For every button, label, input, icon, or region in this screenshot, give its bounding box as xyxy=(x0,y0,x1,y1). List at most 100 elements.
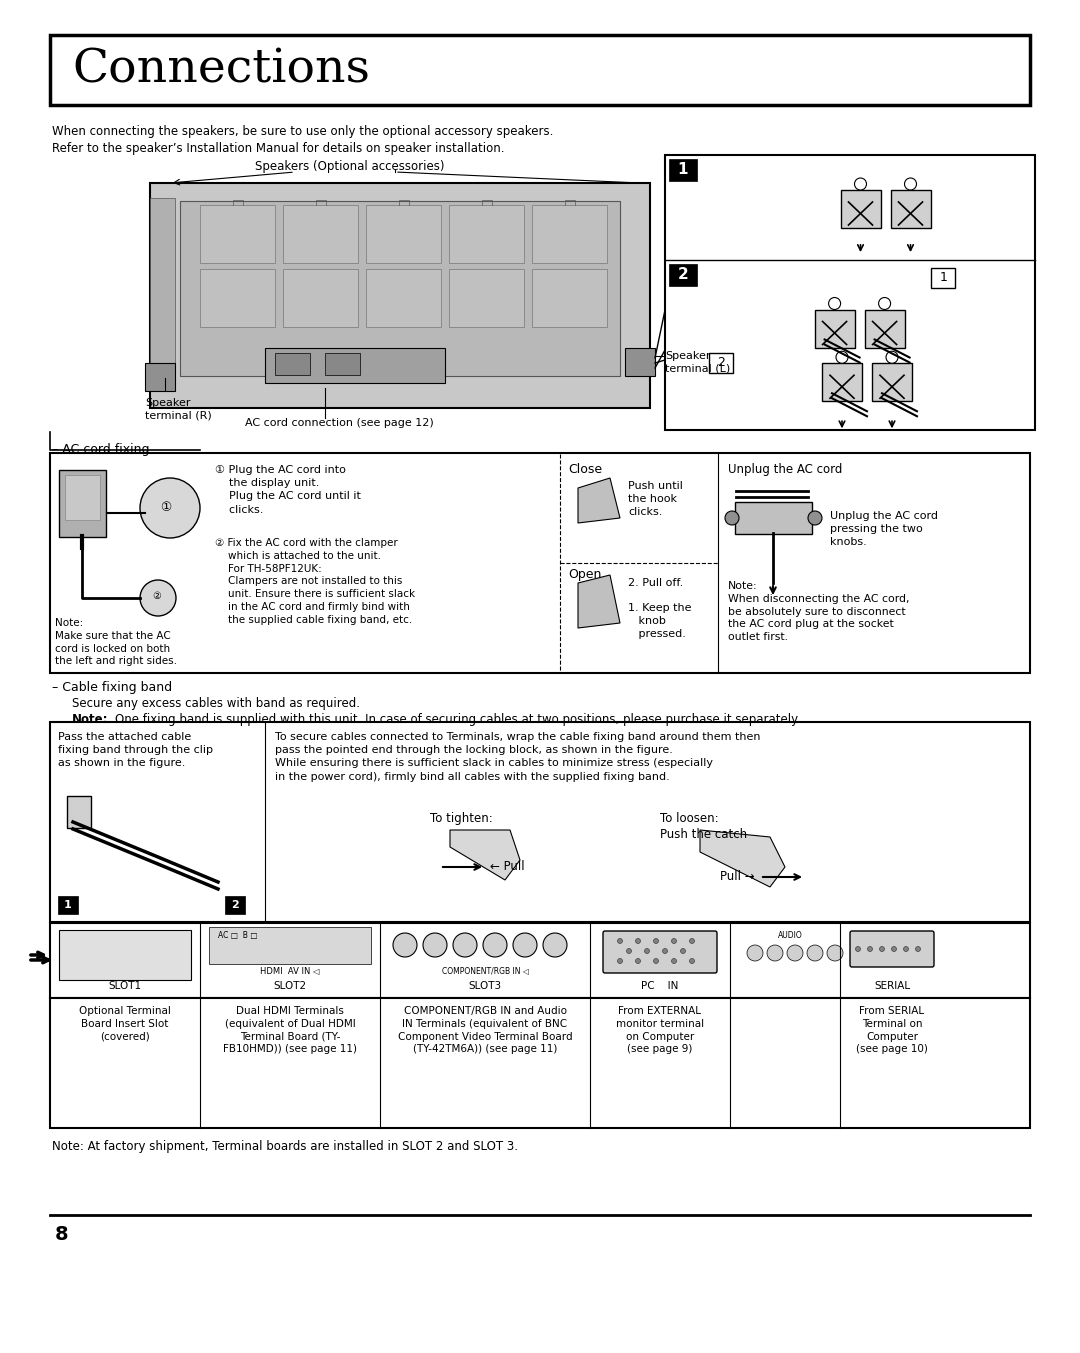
Text: 2: 2 xyxy=(677,267,688,281)
FancyBboxPatch shape xyxy=(325,353,360,375)
Text: Speaker
terminal (L): Speaker terminal (L) xyxy=(665,350,730,373)
Text: One fixing band is supplied with this unit. In case of securing cables at two po: One fixing band is supplied with this un… xyxy=(114,713,800,727)
Circle shape xyxy=(725,511,739,525)
Circle shape xyxy=(905,179,917,189)
Circle shape xyxy=(787,944,804,961)
Circle shape xyxy=(423,934,447,957)
Text: To loosen:
Push the catch: To loosen: Push the catch xyxy=(660,812,747,842)
Circle shape xyxy=(836,352,848,363)
Text: HDMI  AV IN ◁: HDMI AV IN ◁ xyxy=(260,966,320,976)
Text: Open: Open xyxy=(568,568,602,580)
FancyBboxPatch shape xyxy=(891,189,931,229)
Circle shape xyxy=(680,948,686,954)
FancyBboxPatch shape xyxy=(50,453,1030,672)
FancyBboxPatch shape xyxy=(710,353,733,373)
Text: 1: 1 xyxy=(64,900,72,911)
Text: AUDIO: AUDIO xyxy=(778,931,802,940)
Text: Note: At factory shipment, Terminal boards are installed in SLOT 2 and SLOT 3.: Note: At factory shipment, Terminal boar… xyxy=(52,1141,518,1153)
Circle shape xyxy=(827,944,843,961)
Circle shape xyxy=(672,958,676,963)
Circle shape xyxy=(891,947,896,951)
FancyBboxPatch shape xyxy=(735,502,812,534)
Circle shape xyxy=(879,947,885,951)
FancyBboxPatch shape xyxy=(449,269,524,327)
Circle shape xyxy=(916,947,920,951)
Text: Optional Terminal
Board Insert Slot
(covered): Optional Terminal Board Insert Slot (cov… xyxy=(79,1007,171,1042)
Text: Unplug the AC cord
pressing the two
knobs.: Unplug the AC cord pressing the two knob… xyxy=(831,511,939,548)
Circle shape xyxy=(767,944,783,961)
Circle shape xyxy=(807,944,823,961)
Text: – Cable fixing band: – Cable fixing band xyxy=(52,681,172,694)
Polygon shape xyxy=(578,478,620,524)
FancyBboxPatch shape xyxy=(283,269,357,327)
Text: 2: 2 xyxy=(231,900,239,911)
FancyBboxPatch shape xyxy=(665,156,1035,430)
Text: When connecting the speakers, be sure to use only the optional accessory speaker: When connecting the speakers, be sure to… xyxy=(52,124,553,138)
FancyBboxPatch shape xyxy=(145,363,175,391)
FancyBboxPatch shape xyxy=(850,931,934,967)
Circle shape xyxy=(904,947,908,951)
Text: Dual HDMI Terminals
(equivalent of Dual HDMI
Terminal Board (TY-
FB10HMD)) (see : Dual HDMI Terminals (equivalent of Dual … xyxy=(222,1007,357,1054)
Text: Push until
the hook
clicks.: Push until the hook clicks. xyxy=(627,482,683,517)
Circle shape xyxy=(808,511,822,525)
Text: – AC cord fixing: – AC cord fixing xyxy=(52,442,149,456)
Text: ①: ① xyxy=(160,501,172,514)
Circle shape xyxy=(645,948,649,954)
Text: COMPONENT/RGB IN ◁: COMPONENT/RGB IN ◁ xyxy=(442,966,528,976)
FancyBboxPatch shape xyxy=(50,35,1030,106)
FancyBboxPatch shape xyxy=(275,353,310,375)
Text: Note:
When disconnecting the AC cord,
be absolutely sure to disconnect
the AC co: Note: When disconnecting the AC cord, be… xyxy=(728,580,909,643)
Circle shape xyxy=(886,352,897,363)
Circle shape xyxy=(635,939,640,943)
Text: From EXTERNAL
monitor terminal
on Computer
(see page 9): From EXTERNAL monitor terminal on Comput… xyxy=(616,1007,704,1054)
Circle shape xyxy=(140,478,200,538)
Circle shape xyxy=(653,958,659,963)
FancyBboxPatch shape xyxy=(200,206,275,262)
FancyBboxPatch shape xyxy=(532,269,607,327)
Circle shape xyxy=(513,934,537,957)
FancyBboxPatch shape xyxy=(814,310,854,348)
FancyBboxPatch shape xyxy=(931,268,956,287)
FancyBboxPatch shape xyxy=(50,723,1030,921)
FancyBboxPatch shape xyxy=(366,269,441,327)
Text: To secure cables connected to Terminals, wrap the cable fixing band around them : To secure cables connected to Terminals,… xyxy=(275,732,760,782)
Polygon shape xyxy=(450,829,519,879)
FancyBboxPatch shape xyxy=(625,348,654,376)
Text: ②: ② xyxy=(152,591,161,601)
Text: 8: 8 xyxy=(55,1224,69,1243)
FancyBboxPatch shape xyxy=(65,475,100,520)
Circle shape xyxy=(662,948,667,954)
FancyBboxPatch shape xyxy=(58,896,78,915)
FancyBboxPatch shape xyxy=(872,363,912,402)
Text: Connections: Connections xyxy=(72,47,369,92)
Text: Secure any excess cables with band as required.: Secure any excess cables with band as re… xyxy=(72,697,360,710)
FancyBboxPatch shape xyxy=(840,189,880,229)
FancyBboxPatch shape xyxy=(822,363,862,402)
Circle shape xyxy=(543,934,567,957)
Circle shape xyxy=(653,939,659,943)
Circle shape xyxy=(672,939,676,943)
Circle shape xyxy=(635,958,640,963)
Text: Note:
Make sure that the AC
cord is locked on both
the left and right sides.: Note: Make sure that the AC cord is lock… xyxy=(55,618,177,667)
FancyBboxPatch shape xyxy=(210,927,372,963)
Text: Speakers (Optional accessories): Speakers (Optional accessories) xyxy=(255,160,445,173)
FancyBboxPatch shape xyxy=(669,264,697,285)
Circle shape xyxy=(689,958,694,963)
Text: From SERIAL
Terminal on
Computer
(see page 10): From SERIAL Terminal on Computer (see pa… xyxy=(856,1007,928,1054)
Circle shape xyxy=(393,934,417,957)
Text: 2. Pull off.: 2. Pull off. xyxy=(627,578,684,589)
Circle shape xyxy=(854,179,866,189)
Circle shape xyxy=(867,947,873,951)
Text: ② Fix the AC cord with the clamper
    which is attached to the unit.
    For TH: ② Fix the AC cord with the clamper which… xyxy=(215,538,415,625)
FancyBboxPatch shape xyxy=(865,310,905,348)
FancyBboxPatch shape xyxy=(265,348,445,383)
Circle shape xyxy=(879,298,891,310)
Text: PC    IN: PC IN xyxy=(642,981,678,990)
Text: AC □  B □: AC □ B □ xyxy=(218,931,257,940)
Text: SLOT3: SLOT3 xyxy=(469,981,501,990)
Text: To tighten:: To tighten: xyxy=(430,812,492,825)
Text: Unplug the AC cord: Unplug the AC cord xyxy=(728,463,842,476)
Circle shape xyxy=(747,944,762,961)
Circle shape xyxy=(140,580,176,616)
FancyBboxPatch shape xyxy=(603,931,717,973)
